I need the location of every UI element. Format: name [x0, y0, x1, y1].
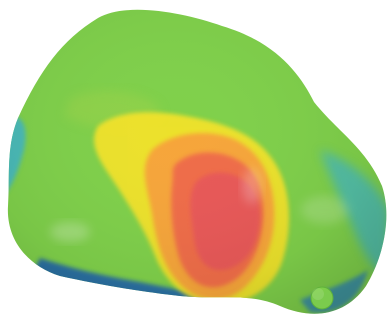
- surface-nub-shade: [312, 288, 324, 300]
- surface-nub: [310, 286, 334, 310]
